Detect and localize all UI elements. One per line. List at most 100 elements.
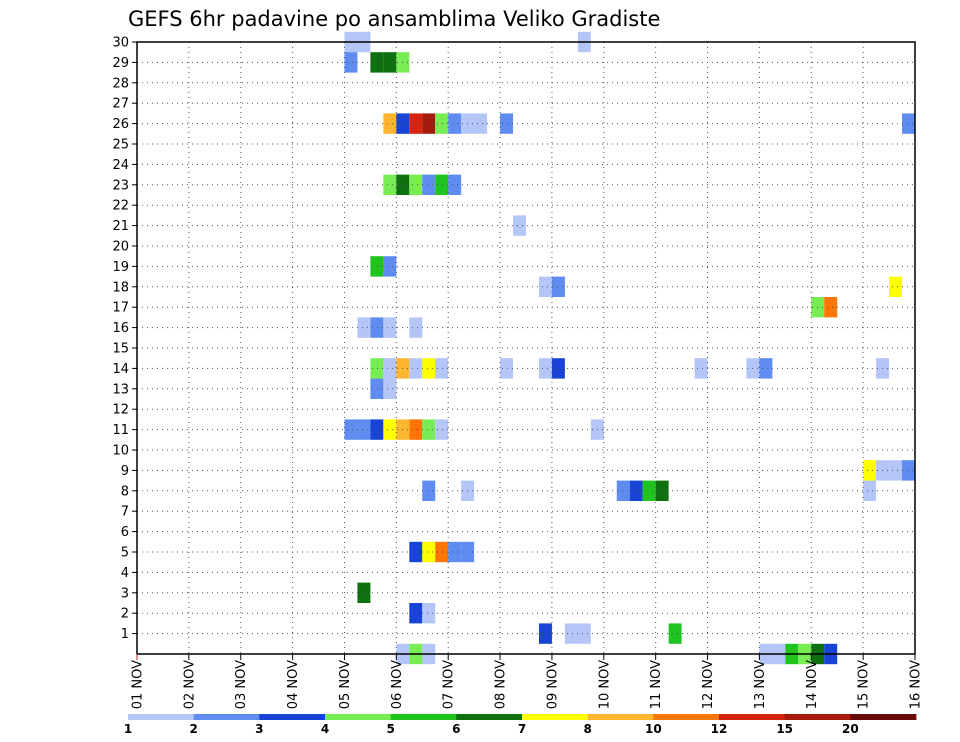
x-tick-label: 02 NOV [182, 660, 197, 709]
data-cell [448, 174, 462, 195]
data-cell [435, 358, 449, 379]
data-cell [642, 480, 656, 501]
data-cell [902, 113, 915, 134]
y-tick-label: 20 [112, 240, 129, 255]
y-tick-label: 15 [112, 342, 129, 357]
data-cell [422, 480, 436, 501]
data-cell [383, 113, 397, 134]
data-cell [383, 378, 397, 399]
colorbar-swatch [259, 714, 326, 720]
data-cell [422, 603, 436, 624]
y-tick-label: 13 [112, 382, 129, 397]
data-cell [863, 460, 877, 481]
data-cell [383, 256, 397, 277]
x-tick-label: 15 NOV [857, 660, 872, 709]
colorbar-label: 8 [583, 722, 591, 736]
data-cell [824, 297, 838, 318]
data-cell [357, 582, 371, 603]
x-tick-label: 03 NOV [234, 660, 249, 709]
data-cell [383, 174, 397, 195]
data-cell [694, 358, 708, 379]
data-cell [538, 358, 552, 379]
y-tick-label: 27 [112, 97, 129, 112]
data-cell [422, 358, 436, 379]
y-tick-label: 10 [112, 444, 129, 459]
colorbar-swatch [719, 714, 786, 720]
x-tick-label: 07 NOV [442, 660, 457, 709]
colorbar-swatch [456, 714, 523, 720]
y-tick-label: 12 [112, 403, 129, 418]
colorbar-label: 2 [189, 722, 197, 736]
data-cell [500, 113, 514, 134]
y-tick-label: 6 [121, 525, 129, 540]
data-cell [383, 52, 397, 73]
colorbar-label: 12 [711, 722, 728, 736]
data-cell [383, 317, 397, 338]
y-tick-label: 4 [121, 566, 129, 581]
data-cell [383, 419, 397, 440]
data-cell [383, 358, 397, 379]
data-cell [370, 419, 384, 440]
data-cell [409, 419, 423, 440]
y-tick-label: 17 [112, 301, 129, 316]
data-cell [409, 317, 423, 338]
colorbar-swatch [653, 714, 720, 720]
colorbar-swatch [325, 714, 392, 720]
data-cell [370, 256, 384, 277]
x-tick-label: 11 NOV [649, 660, 664, 709]
y-tick-label: 30 [112, 36, 129, 51]
data-cell [538, 623, 552, 644]
data-cell [409, 541, 423, 563]
y-tick-label: 8 [121, 484, 129, 499]
x-tick-label: 12 NOV [701, 660, 716, 709]
colorbar-label: 7 [518, 722, 526, 736]
colorbar-swatch [850, 714, 917, 720]
colorbar-legend: 1 2 3 4 5 6 7 8 10 12 15 20 [124, 714, 917, 736]
colorbar-label: 3 [255, 722, 263, 736]
plot-background [137, 42, 915, 654]
colorbar-label: 20 [842, 722, 859, 736]
x-tick-label: 10 NOV [597, 660, 612, 709]
data-cell [409, 113, 423, 134]
y-tick-label: 14 [112, 362, 129, 377]
y-tick-label: 18 [112, 280, 129, 295]
data-cell [370, 52, 384, 73]
y-tick-label: 3 [121, 586, 129, 601]
y-tick-label: 5 [121, 546, 129, 561]
data-cell [513, 215, 526, 236]
colorbar-label: 1 [124, 722, 132, 736]
data-cell [474, 113, 488, 134]
x-tick-label: 14 NOV [805, 660, 820, 709]
data-cell [863, 480, 877, 501]
colorbar-label: 6 [452, 722, 460, 736]
y-tick-label: 25 [112, 138, 129, 153]
data-cell [357, 317, 371, 338]
data-cell [370, 317, 384, 338]
data-cell [344, 419, 358, 440]
y-tick-label: 24 [112, 158, 129, 173]
y-tick-label: 9 [121, 464, 129, 479]
x-tick-label: 04 NOV [286, 660, 301, 709]
chart-title: GEFS 6hr padavine po ansamblima Veliko G… [128, 7, 660, 31]
data-cell [422, 174, 436, 195]
data-cell [409, 358, 423, 379]
data-cell [409, 603, 423, 624]
colorbar-label: 5 [386, 722, 394, 736]
colorbar-swatch [784, 714, 851, 720]
y-tick-label: 21 [112, 219, 129, 234]
colorbar-label: 4 [321, 722, 329, 736]
colorbar-swatch [390, 714, 457, 720]
y-tick-label: 16 [112, 321, 129, 336]
data-cell [616, 480, 630, 501]
data-cell [448, 541, 462, 563]
data-cell [551, 276, 565, 297]
x-tick-label: 09 NOV [545, 660, 560, 709]
colorbar-swatch [128, 714, 195, 720]
data-cell [435, 113, 449, 134]
colorbar-swatch [193, 714, 260, 720]
data-cell [422, 541, 436, 563]
y-tick-label: 26 [112, 117, 129, 132]
data-cell [370, 358, 384, 379]
data-cell [889, 276, 903, 297]
